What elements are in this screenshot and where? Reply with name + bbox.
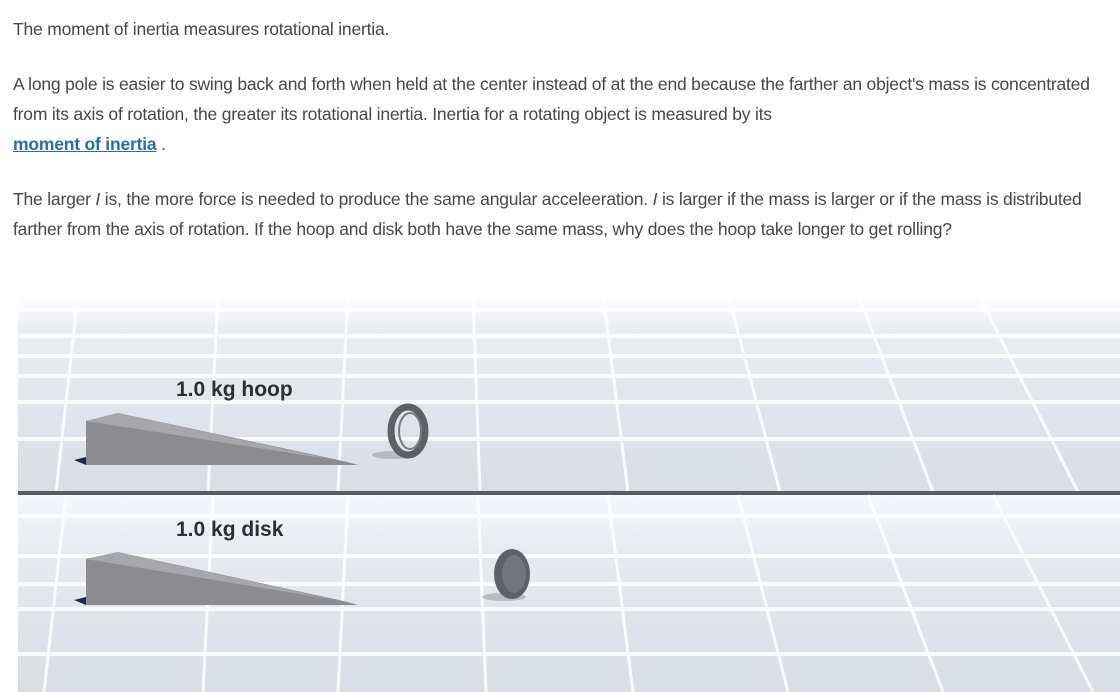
question-text-b: is, the more force is needed to produce … xyxy=(100,189,653,209)
hoop-object xyxy=(372,403,429,459)
question-text-c: is larger if the mass is larger or if th… xyxy=(13,189,1082,239)
disk-mass-label: 1.0 kg disk xyxy=(176,518,284,541)
intro-sentence: The moment of inertia measures rotationa… xyxy=(13,19,390,39)
question-text-a: The larger xyxy=(13,189,96,209)
disk-lane: 1.0 kg disk xyxy=(18,494,1120,692)
hoop-mass-label: 1.0 kg hoop xyxy=(176,378,293,401)
pole-paragraph-end: . xyxy=(156,134,166,154)
simulation-canvas: 1.0 kg hoop xyxy=(18,294,1120,692)
moment-of-inertia-link[interactable]: moment of inertia xyxy=(13,134,157,154)
pole-paragraph-text: A long pole is easier to swing back and … xyxy=(13,74,1090,124)
inertia-symbol: I xyxy=(652,189,658,209)
pole-paragraph: A long pole is easier to swing back and … xyxy=(13,69,1103,159)
hoop-lane: 1.0 kg hoop xyxy=(18,294,1120,493)
rolling-simulation: 1.0 kg hoop xyxy=(18,294,1120,692)
disk-ramp xyxy=(74,552,358,605)
disk-object xyxy=(482,549,530,601)
hoop-ramp xyxy=(74,413,358,465)
lane-divider xyxy=(18,491,1120,495)
question-paragraph: The larger I is, the more force is neede… xyxy=(13,184,1108,244)
inertia-symbol: I xyxy=(95,189,101,209)
